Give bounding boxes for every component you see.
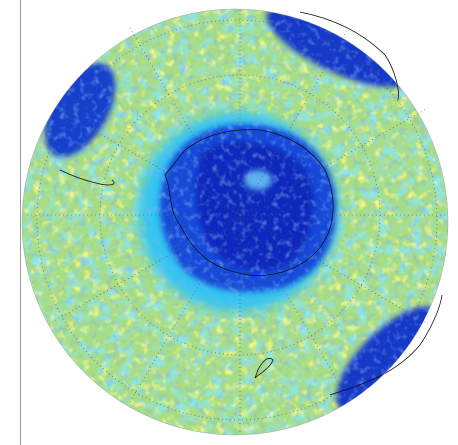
page — [0, 0, 458, 445]
polar-map — [0, 0, 458, 445]
data-field — [20, 0, 458, 438]
